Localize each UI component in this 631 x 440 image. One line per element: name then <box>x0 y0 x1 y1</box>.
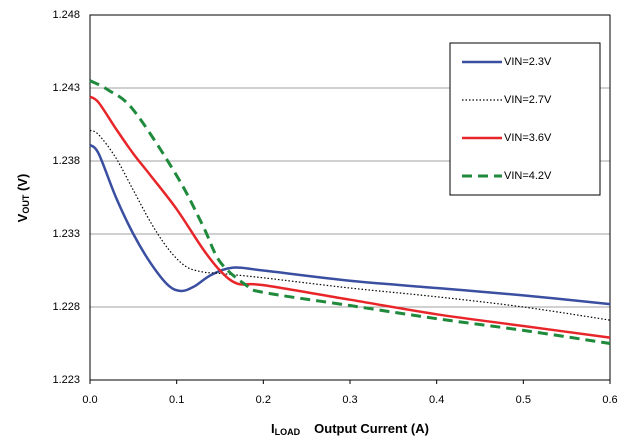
x-tick-label: 0.1 <box>169 394 184 406</box>
x-tick-label: 0.4 <box>429 394 444 406</box>
y-tick-label: 1.238 <box>52 155 80 167</box>
y-tick-label: 1.228 <box>52 301 80 313</box>
legend-label: VIN=3.6V <box>504 132 552 144</box>
series-line <box>89 143 611 306</box>
y-axis-label: VOUT (V) <box>15 174 31 223</box>
x-axis-label: ILOAD Output Current (A) <box>271 421 429 437</box>
legend-label: VIN=2.3V <box>504 56 552 68</box>
series-line <box>89 95 611 339</box>
y-tick-label: 1.223 <box>52 374 80 386</box>
y-tick-label: 1.248 <box>52 9 80 21</box>
x-tick-label: 0.6 <box>602 394 617 406</box>
series-line <box>89 79 611 345</box>
y-tick-label: 1.233 <box>52 228 80 240</box>
legend-label: VIN=4.2V <box>504 170 552 182</box>
x-tick-label: 0.3 <box>342 394 357 406</box>
legend-box <box>449 42 601 196</box>
plot-frame <box>89 14 611 381</box>
x-tick-label: 0.2 <box>256 394 271 406</box>
series-line <box>89 129 611 321</box>
y-tick-label: 1.243 <box>52 82 80 94</box>
x-tick-label: 0.5 <box>516 394 531 406</box>
legend-label: VIN=2.7V <box>504 94 552 106</box>
x-tick-label: 0.0 <box>82 394 97 406</box>
